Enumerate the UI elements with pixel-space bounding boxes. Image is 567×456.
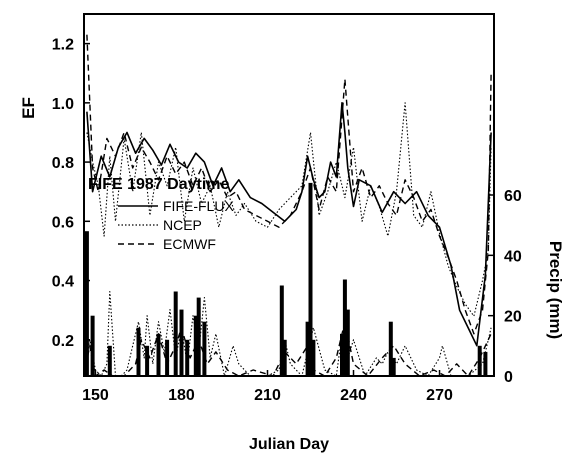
precip-bar bbox=[165, 339, 170, 376]
precip-tick-label: 40 bbox=[504, 248, 522, 265]
ef-series-group bbox=[86, 34, 492, 347]
ef-tick-label: 1.0 bbox=[52, 96, 74, 113]
precip-bar bbox=[388, 321, 393, 376]
x-tick-label: 270 bbox=[426, 387, 453, 404]
precip-bar bbox=[179, 309, 184, 376]
x-tick-label: 210 bbox=[254, 387, 281, 404]
precip-bar bbox=[311, 339, 316, 376]
x-axis-label: Julian Day bbox=[249, 436, 329, 453]
precip-bar bbox=[305, 321, 310, 376]
precip-bar bbox=[391, 357, 396, 376]
x-tick-label: 180 bbox=[168, 387, 195, 404]
precip-bar bbox=[90, 315, 95, 376]
precip-bar bbox=[193, 315, 198, 376]
x-axis-ticks: 150 180 210 240 270 bbox=[82, 370, 453, 404]
precip-bar bbox=[145, 345, 150, 376]
precip-bar bbox=[342, 279, 347, 376]
plot-frame bbox=[83, 13, 495, 377]
precip-bar bbox=[279, 285, 284, 376]
ef-line-ecmwf bbox=[86, 34, 492, 335]
precip-tick-label: 60 bbox=[504, 188, 522, 205]
ef-tick-label: 0.6 bbox=[52, 214, 74, 231]
legend-title: FIFE 1987 Daytime bbox=[88, 176, 230, 193]
precip-bar bbox=[282, 339, 287, 376]
precip-axis-ticks: 0 20 40 60 bbox=[488, 188, 522, 386]
precip-bar bbox=[196, 297, 201, 376]
precip-bar bbox=[308, 182, 313, 376]
precip-line-ncep bbox=[83, 290, 492, 377]
ef-tick-label: 0.2 bbox=[52, 333, 74, 350]
precip-tick-label: 20 bbox=[504, 309, 522, 326]
ef-tick-label: 1.2 bbox=[52, 37, 74, 54]
legend-ecmwf-label: ECMWF bbox=[163, 236, 216, 252]
precip-bar bbox=[107, 345, 112, 376]
precip-bar bbox=[173, 291, 178, 376]
ef-line-ncep bbox=[86, 102, 492, 317]
precip-series-group bbox=[83, 290, 492, 377]
precip-bar bbox=[202, 321, 207, 376]
ef-tick-label: 0.8 bbox=[52, 155, 74, 172]
ef-line-fife-flux bbox=[86, 102, 492, 347]
precip-bar bbox=[477, 345, 482, 376]
precip-bars-group bbox=[84, 182, 488, 376]
precip-bar bbox=[345, 309, 350, 376]
x-tick-label: 240 bbox=[340, 387, 367, 404]
x-tick-label: 150 bbox=[82, 387, 109, 404]
ef-axis-ticks: 0.2 0.4 0.6 0.8 1.0 1.2 bbox=[52, 37, 90, 350]
ef-axis-label: EF bbox=[19, 97, 38, 119]
ef-tick-label: 0.4 bbox=[52, 274, 74, 291]
precip-axis-label: Precip (mm) bbox=[546, 241, 565, 339]
precip-bar bbox=[136, 327, 141, 376]
precip-bar bbox=[483, 351, 488, 376]
precip-line-ecmwf bbox=[83, 321, 492, 377]
precip-bar bbox=[185, 339, 190, 376]
legend-fife-flux-label: FIFE-FLUX bbox=[163, 198, 234, 214]
precip-bar bbox=[156, 333, 161, 376]
legend-ncep-label: NCEP bbox=[163, 217, 202, 233]
legend: FIFE 1987 Daytime FIFE-FLUX NCEP ECMWF bbox=[88, 176, 234, 252]
precip-bar bbox=[84, 231, 89, 376]
precip-tick-label: 0 bbox=[504, 369, 513, 386]
precip-bar bbox=[340, 333, 344, 376]
